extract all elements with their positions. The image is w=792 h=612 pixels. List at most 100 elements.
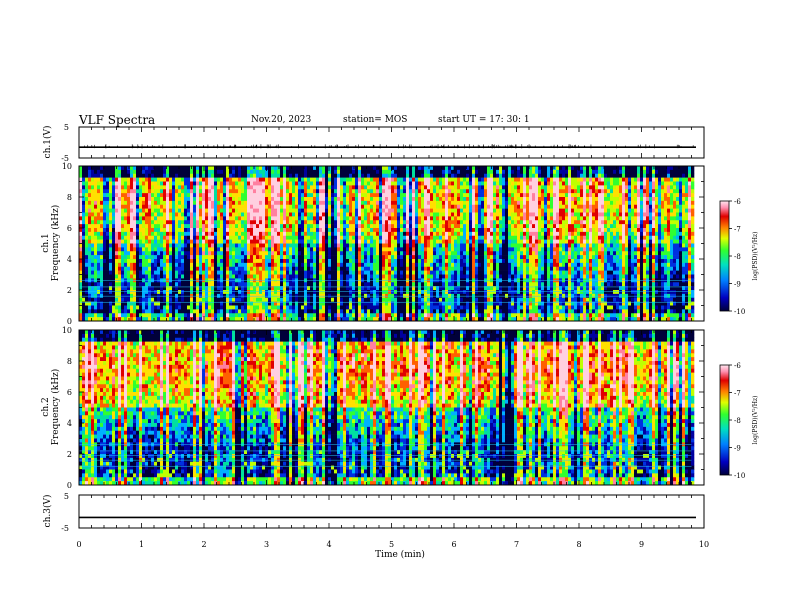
ch1spec-cell bbox=[112, 169, 116, 175]
ch1spec-cell bbox=[169, 220, 173, 225]
ch1spec-cell bbox=[193, 301, 197, 306]
ch1spec-cell bbox=[337, 185, 341, 190]
ch1spec-cell bbox=[154, 204, 158, 209]
ch1spec-cell bbox=[346, 247, 350, 252]
ch1spec-cell bbox=[301, 224, 305, 229]
ch1spec-cell bbox=[415, 297, 419, 302]
ch1spec-cell bbox=[115, 243, 119, 248]
ch1spec-cell bbox=[409, 197, 413, 202]
ch1spec-cell bbox=[238, 317, 242, 322]
ch1spec-cell bbox=[367, 197, 371, 202]
ch1spec-cell bbox=[154, 239, 158, 244]
ch1spec-cell bbox=[382, 301, 386, 306]
ch1spec-cell bbox=[103, 235, 107, 240]
ch1spec-cell bbox=[412, 239, 416, 244]
ch1spec-cell bbox=[373, 235, 377, 240]
ch1spec-cell bbox=[268, 166, 272, 171]
ch1spec-cell bbox=[379, 274, 383, 279]
ch1spec-cell bbox=[175, 266, 179, 271]
ch1spec-cell bbox=[226, 266, 230, 271]
ch1spec-cell bbox=[364, 259, 368, 264]
ch1spec-cell bbox=[340, 216, 344, 221]
ch1spec-cell bbox=[169, 317, 173, 322]
ch1spec-cell bbox=[187, 173, 191, 178]
ch1spec-cell bbox=[181, 193, 185, 198]
ch1spec-cell bbox=[100, 317, 104, 322]
ch1spec-cell bbox=[274, 286, 278, 291]
ch1spec-cell bbox=[433, 313, 437, 318]
ch1spec-cell bbox=[187, 270, 191, 275]
ch1spec-cell bbox=[277, 313, 281, 318]
ch1spec-cell bbox=[373, 216, 377, 221]
ch1spec-cell bbox=[205, 193, 209, 198]
ch1spec-cell bbox=[193, 282, 197, 287]
ch1spec-cell bbox=[160, 204, 164, 209]
ch1spec-cell bbox=[232, 274, 236, 279]
ch1spec-cell bbox=[322, 290, 326, 295]
ch1spec-cell bbox=[130, 204, 134, 209]
ch1spec-cell bbox=[424, 208, 428, 213]
ch1spec-cell bbox=[247, 235, 251, 240]
ch1spec-cell bbox=[289, 235, 293, 240]
ch1spec-cell bbox=[226, 243, 230, 248]
ch1spec-cell bbox=[151, 270, 155, 275]
ch1spec-cell bbox=[139, 247, 143, 252]
ch1spec-cell bbox=[85, 239, 89, 244]
ch1spec-cell bbox=[433, 259, 437, 264]
ch1spec-cell bbox=[115, 197, 119, 202]
ch1spec-cell bbox=[175, 166, 179, 171]
ch1spec-cell bbox=[379, 204, 383, 209]
ch1spec-cell bbox=[226, 282, 230, 287]
ch1spec-cell bbox=[91, 305, 95, 310]
ch1spec-cell bbox=[367, 247, 371, 252]
ch1spec-cell bbox=[295, 243, 299, 248]
ch1spec-cell bbox=[409, 297, 413, 302]
ch1spec-cell bbox=[436, 228, 440, 233]
ch1spec-cell bbox=[352, 200, 356, 206]
ch1spec-cell bbox=[328, 231, 332, 237]
ch1spec-cell bbox=[100, 208, 104, 213]
ch1spec-cell bbox=[217, 262, 221, 268]
ch1spec-cell bbox=[142, 290, 146, 295]
ch1spec-cell bbox=[343, 185, 347, 190]
ch1spec-cell bbox=[358, 200, 362, 206]
ch1spec-cell bbox=[370, 239, 374, 244]
ch1spec-cell bbox=[376, 259, 380, 264]
ch1spec-cell bbox=[385, 166, 389, 171]
ch1spec-cell bbox=[100, 166, 104, 171]
ch1spec-cell bbox=[295, 255, 299, 260]
ch1spec-cell bbox=[361, 251, 365, 256]
ch1spec-cell bbox=[403, 282, 407, 287]
ch1spec-cell bbox=[295, 259, 299, 264]
ch1spec-cell bbox=[334, 297, 338, 302]
ch1spec-cell bbox=[196, 173, 200, 178]
ch1spec-cell bbox=[256, 169, 260, 175]
ch1spec-cell bbox=[127, 259, 131, 264]
ch1spec-cell bbox=[232, 181, 236, 186]
ch1spec-cell bbox=[130, 297, 134, 302]
ch1spec-cell bbox=[430, 255, 434, 260]
ch1spec-cell bbox=[124, 274, 128, 279]
ch1spec-cell bbox=[430, 290, 434, 295]
ch1spec-cell bbox=[433, 173, 437, 178]
ch1spec-cell bbox=[319, 262, 323, 268]
ch1spec-cell bbox=[178, 181, 182, 186]
ch1spec-cell bbox=[406, 243, 410, 248]
ch1spec-cell bbox=[295, 317, 299, 322]
ch1spec-cell bbox=[280, 212, 284, 217]
ch1spec-cell bbox=[271, 235, 275, 240]
ch1spec-cell bbox=[241, 197, 245, 202]
ch1spec-cell bbox=[430, 313, 434, 318]
ch1spec-cell bbox=[130, 173, 134, 178]
ch1spec-cell bbox=[229, 290, 233, 295]
ch1spec-cell bbox=[298, 208, 302, 213]
ch1spec-cell bbox=[79, 228, 83, 233]
ch1spec-cell bbox=[256, 255, 260, 260]
ch1spec-cell bbox=[421, 274, 425, 279]
ch1spec-cell bbox=[277, 177, 281, 182]
ch1spec-cell bbox=[337, 313, 341, 318]
ch1spec-cell bbox=[91, 247, 95, 252]
ch1spec-cell bbox=[376, 169, 380, 175]
ch1spec-cell bbox=[139, 309, 143, 314]
ch1spec-cell bbox=[136, 243, 140, 248]
